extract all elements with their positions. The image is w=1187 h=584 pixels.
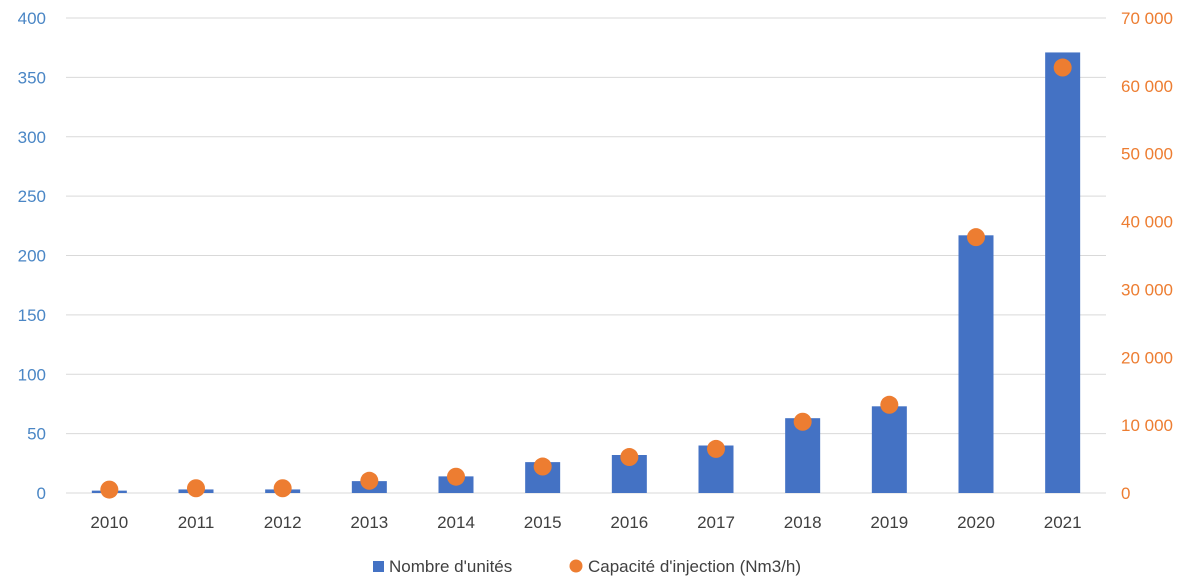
left-tick-label: 200 (18, 247, 46, 266)
scatter-point (707, 439, 725, 458)
bar-series (91, 52, 1081, 493)
scatter-series (100, 58, 1072, 499)
x-tick-label: 2014 (437, 513, 475, 532)
legend-bar-label: Nombre d'unités (389, 557, 512, 576)
legend: Nombre d'unités Capacité d'injection (Nm… (373, 557, 801, 576)
left-tick-label: 250 (18, 187, 46, 206)
left-tick-label: 300 (18, 128, 46, 147)
x-tick-label: 2018 (784, 513, 822, 532)
left-tick-label: 100 (18, 365, 46, 384)
scatter-point (100, 480, 119, 499)
scatter-point (793, 412, 812, 431)
left-tick-label: 350 (18, 68, 46, 87)
right-tick-label: 50 000 (1121, 145, 1173, 164)
legend-bar-swatch (373, 561, 384, 572)
scatter-point (360, 471, 379, 490)
right-tick-label: 30 000 (1121, 280, 1173, 299)
right-tick-label: 20 000 (1121, 348, 1173, 367)
legend-item-bar-series: Nombre d'unités (373, 557, 512, 576)
x-tick-label: 2016 (610, 513, 648, 532)
scatter-point (880, 395, 899, 414)
x-tick-label: 2011 (178, 513, 215, 532)
scatter-point (967, 228, 985, 247)
scatter-point (187, 479, 205, 498)
scatter-point (447, 467, 465, 486)
x-tick-label: 2021 (1044, 513, 1082, 532)
right-tick-label: 70 000 (1121, 9, 1173, 28)
x-tick-label: 2015 (524, 513, 562, 532)
right-axis: 0 10 000 20 000 30 000 40 000 50 000 60 000 70 … (1121, 9, 1173, 503)
x-tick-label: 2017 (697, 513, 735, 532)
x-tick-label: 2019 (870, 513, 908, 532)
gridlines (66, 17, 1106, 494)
x-tick-label: 2020 (957, 513, 995, 532)
bar (871, 406, 907, 493)
scatter-point (620, 448, 639, 467)
left-tick-label: 150 (18, 306, 46, 325)
x-tick-label: 2012 (264, 513, 302, 532)
legend-scatter-label: Capacité d'injection (Nm3/h) (588, 557, 801, 576)
scatter-point (1053, 58, 1072, 77)
x-tick-label: 2013 (350, 513, 388, 532)
right-tick-label: 60 000 (1121, 77, 1173, 96)
x-axis: 2010 2011 2012 2013 2014 2015 2016 2017 2018 2019… (90, 513, 1081, 532)
right-tick-label: 10 000 (1121, 416, 1173, 435)
legend-item-scatter-series: Capacité d'injection (Nm3/h) (569, 557, 801, 576)
legend-dot-swatch (569, 559, 583, 573)
x-tick-label: 2010 (90, 513, 128, 532)
bar (958, 235, 994, 493)
left-tick-label: 50 (27, 425, 46, 444)
right-tick-label: 0 (1121, 484, 1130, 503)
left-tick-label: 400 (18, 9, 46, 28)
bar (1045, 52, 1081, 493)
scatter-point (533, 457, 552, 476)
left-tick-label: 0 (37, 484, 46, 503)
right-tick-label: 40 000 (1121, 213, 1173, 232)
left-axis: 0 50 100 150 200 250 300 350 400 (18, 9, 46, 503)
scatter-point (273, 479, 292, 498)
